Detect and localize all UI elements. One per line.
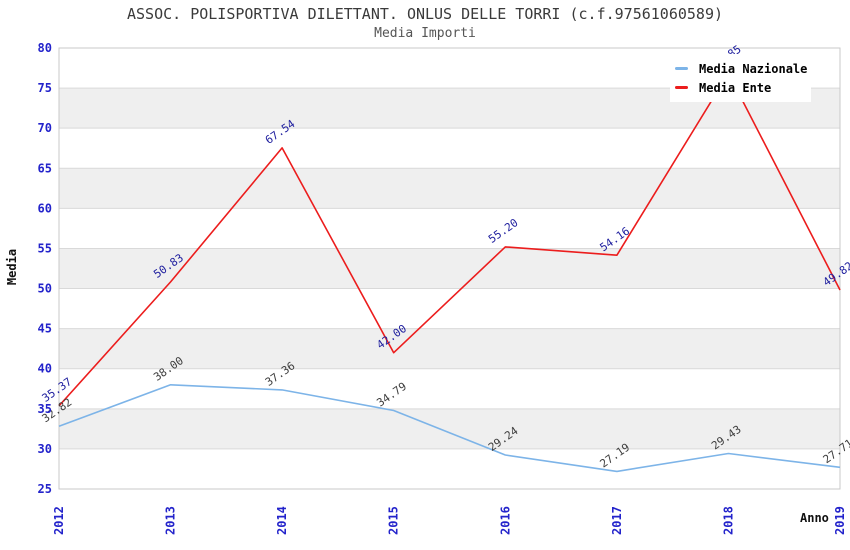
series-line-media-ente: [58, 72, 841, 407]
plot-band: [59, 168, 840, 209]
x-tick-label: 2017: [610, 506, 624, 535]
legend-label: Media Nazionale: [699, 61, 808, 76]
x-tick-label: 2014: [275, 506, 289, 535]
legend-swatch-red-icon: [675, 86, 688, 89]
y-tick-label: 30: [38, 442, 52, 456]
y-tick-label: 25: [38, 482, 52, 496]
x-axis-title: Anno: [800, 511, 829, 525]
y-tick-label: 55: [38, 241, 52, 255]
x-tick-label: 2019: [833, 506, 847, 535]
y-tick-label: 45: [38, 322, 52, 336]
plot-band: [59, 408, 840, 449]
legend-label: Media Ente: [699, 80, 772, 95]
y-tick-label: 80: [38, 41, 52, 55]
x-tick-label: 2018: [721, 506, 735, 535]
chart-subtitle: Media Importi: [374, 26, 476, 41]
y-tick-label: 50: [38, 282, 52, 296]
chart-title: ASSOC. POLISPORTIVA DILETTANT. ONLUS DEL…: [126, 5, 724, 23]
plot-band: [59, 328, 840, 369]
plot-band: [59, 368, 840, 409]
y-tick-label: 35: [38, 402, 52, 416]
plot-band: [59, 288, 840, 329]
x-tick-label: 2015: [387, 506, 401, 535]
plot-band: [59, 248, 840, 289]
legend-item-media-ente: Media Ente: [675, 78, 811, 97]
plot-band: [59, 448, 840, 489]
y-axis-title: Media: [5, 248, 19, 286]
x-tick-label: 2016: [498, 506, 512, 535]
series-line-media-nazionale: [58, 383, 841, 473]
x-tick-label: 2012: [52, 506, 66, 535]
plot-border: [58, 47, 841, 490]
legend-item-media-nazionale: Media Nazionale: [675, 59, 811, 78]
plot-band: [59, 128, 840, 169]
y-tick-label: 65: [38, 161, 52, 175]
plot-band: [59, 208, 840, 249]
legend: Media Nazionale Media Ente: [670, 54, 811, 102]
y-tick-label: 40: [38, 362, 52, 376]
y-tick-label: 75: [38, 81, 52, 95]
legend-swatch-blue-icon: [675, 67, 688, 70]
x-tick-label: 2013: [164, 506, 178, 535]
y-tick-label: 70: [38, 121, 52, 135]
y-tick-label: 60: [38, 201, 52, 215]
